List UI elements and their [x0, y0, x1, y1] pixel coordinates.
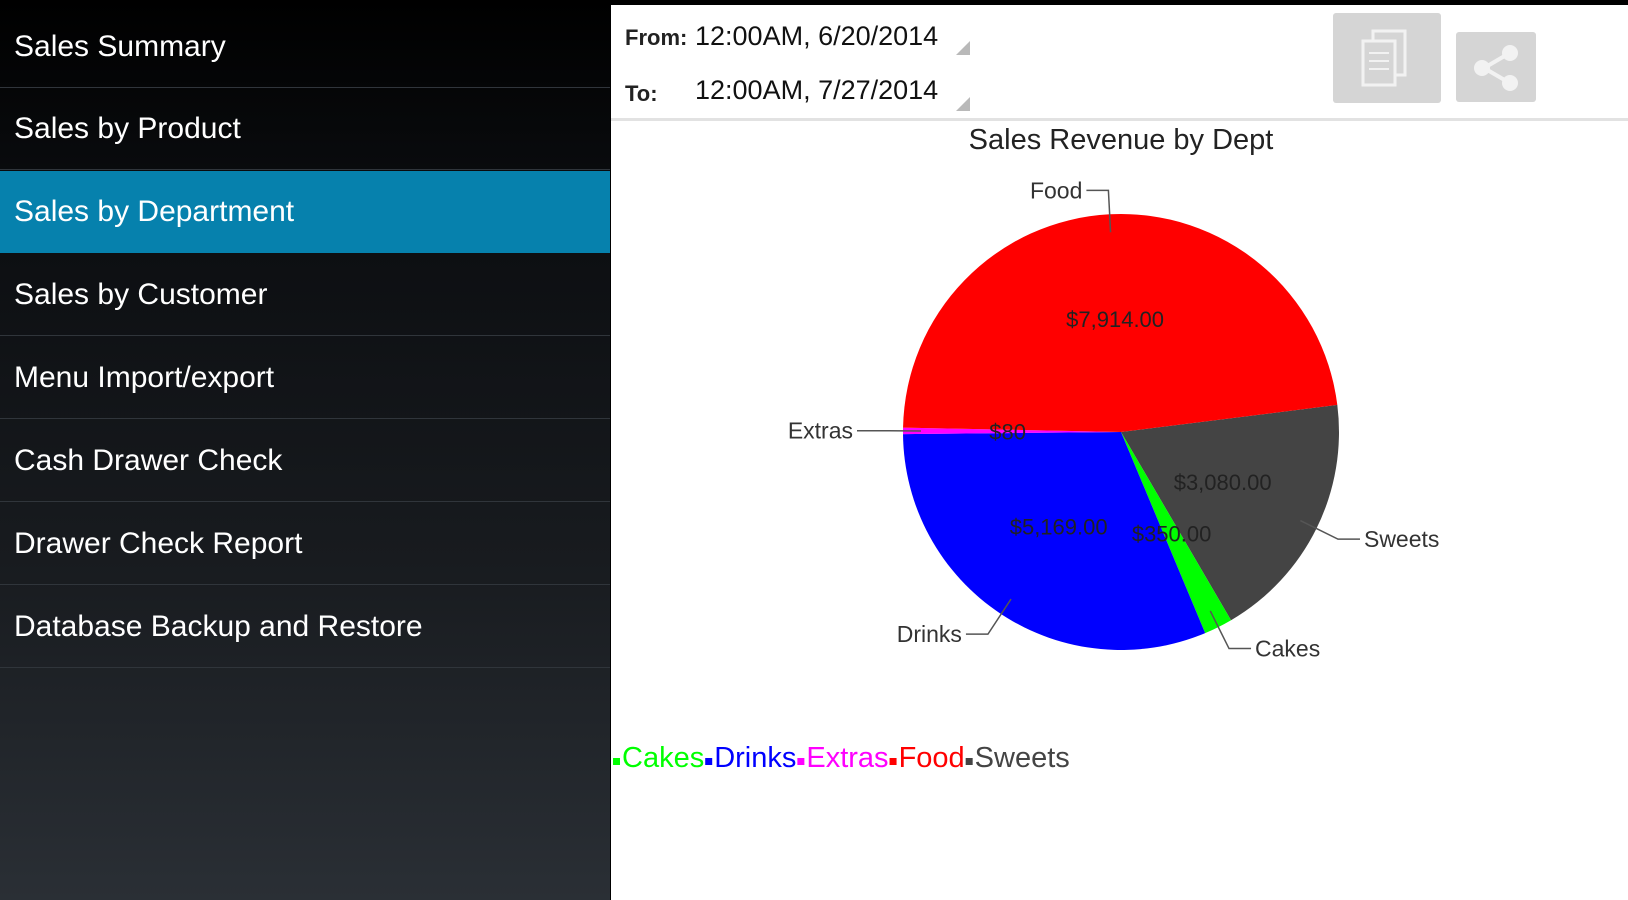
copy-icon: [1361, 29, 1407, 87]
legend-swatch-food: [889, 758, 897, 765]
slice-category-label-extras: Extras: [788, 418, 853, 444]
chart-title: Sales Revenue by Dept: [969, 124, 1274, 156]
menu-item-database-backup-restore[interactable]: Database Backup and Restore: [0, 586, 610, 668]
leader-line-food: [1086, 189, 1112, 233]
legend-swatch-drinks: [705, 758, 713, 765]
slice-value-label-cakes: $350.00: [1132, 521, 1212, 546]
menu-item-sales-by-customer[interactable]: Sales by Customer: [0, 254, 610, 336]
legend-swatch-extras: [797, 758, 805, 765]
share-icon: [1474, 45, 1518, 91]
to-label: To:: [625, 81, 658, 106]
sidebar-menu: Sales Summary Sales by Product Sales by …: [0, 0, 610, 900]
from-spinner-indicator-icon: [956, 41, 970, 55]
copy-button[interactable]: [1333, 13, 1441, 103]
to-spinner-indicator-icon: [956, 97, 970, 111]
legend-label-drinks: Drinks: [714, 742, 796, 774]
legend-label-extras: Extras: [806, 742, 888, 774]
menu-item-menu-import-export[interactable]: Menu Import/export: [0, 337, 610, 419]
slice-value-label-food: $7,914.00: [1066, 307, 1164, 332]
leader-line-drinks: [965, 598, 1012, 635]
legend-label-food: Food: [899, 742, 965, 774]
share-button[interactable]: [1456, 32, 1536, 102]
legend-swatch-sweets: [965, 758, 973, 765]
pie-slice-food: [903, 213, 1338, 432]
slice-category-label-food: Food: [1030, 177, 1082, 203]
legend-label-cakes: Cakes: [622, 742, 704, 774]
menu-item-sales-by-product[interactable]: Sales by Product: [0, 88, 610, 170]
pie-chart: Sales Revenue by Dept $3,080.00 Sweets $35…: [613, 124, 1439, 774]
slice-category-label-sweets: Sweets: [1364, 526, 1439, 552]
slice-value-label-sweets: $3,080.00: [1174, 470, 1272, 495]
to-date-picker[interactable]: 12:00AM, 7/27/2014: [695, 75, 939, 105]
from-label: From:: [625, 25, 688, 50]
leader-line-cakes: [1209, 610, 1252, 650]
menu-item-sales-by-department[interactable]: Sales by Department: [0, 171, 610, 253]
leader-line-sweets: [1299, 519, 1360, 540]
legend-swatch-cakes: [613, 758, 620, 765]
menu-item-cash-drawer-check[interactable]: Cash Drawer Check: [0, 420, 610, 502]
report-panel: From: 12:00AM, 6/20/2014 To: 12:00AM, 7/…: [611, 5, 1628, 900]
pie-slice-sweets: [1121, 404, 1339, 621]
pie-slice-cakes: [1121, 432, 1232, 634]
pie-slice-extras: [903, 427, 1121, 435]
slice-value-label-extras: $80: [989, 419, 1026, 444]
legend-label-sweets: Sweets: [975, 742, 1070, 774]
slice-value-label-drinks: $5,169.00: [1010, 515, 1108, 540]
pie-slice-drinks: [903, 432, 1206, 650]
menu-item-sales-summary[interactable]: Sales Summary: [0, 6, 610, 88]
menu-item-drawer-check-report[interactable]: Drawer Check Report: [0, 503, 610, 585]
from-date-picker[interactable]: 12:00AM, 6/20/2014: [695, 21, 939, 51]
header-divider: [611, 118, 1628, 121]
slice-category-label-cakes: Cakes: [1255, 636, 1320, 662]
slice-category-label-drinks: Drinks: [897, 621, 962, 647]
